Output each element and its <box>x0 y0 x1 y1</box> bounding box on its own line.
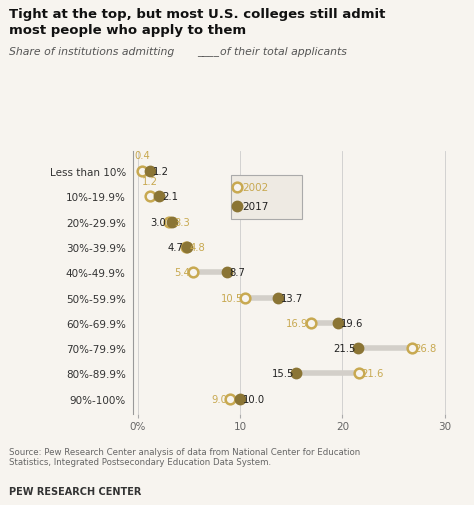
Text: PEW RESEARCH CENTER: PEW RESEARCH CENTER <box>9 486 142 496</box>
Text: 4.8: 4.8 <box>190 242 205 252</box>
FancyBboxPatch shape <box>231 175 302 220</box>
Text: 3.0: 3.0 <box>150 217 166 227</box>
Text: 10.0: 10.0 <box>243 394 265 404</box>
Text: 9.0: 9.0 <box>211 394 228 404</box>
Text: 8.7: 8.7 <box>229 268 245 278</box>
Text: of their total applicants: of their total applicants <box>220 46 347 57</box>
Text: 10.5: 10.5 <box>220 293 243 303</box>
Text: 2.1: 2.1 <box>162 192 178 202</box>
Text: 16.9: 16.9 <box>286 318 308 328</box>
Text: Tight at the top, but most U.S. colleges still admit: Tight at the top, but most U.S. colleges… <box>9 8 386 21</box>
Text: ____: ____ <box>197 46 219 57</box>
Text: 1.2: 1.2 <box>153 167 169 177</box>
Text: 5.4: 5.4 <box>174 268 191 278</box>
Text: 21.6: 21.6 <box>361 369 384 379</box>
Text: 2017: 2017 <box>242 202 269 212</box>
Text: 2002: 2002 <box>242 183 268 193</box>
Text: 19.6: 19.6 <box>341 318 364 328</box>
Text: 13.7: 13.7 <box>281 293 303 303</box>
Text: 3.3: 3.3 <box>174 217 190 227</box>
Text: 4.7: 4.7 <box>167 242 183 252</box>
Text: Source: Pew Research Center analysis of data from National Center for Education
: Source: Pew Research Center analysis of … <box>9 447 361 466</box>
Text: 21.5: 21.5 <box>333 343 356 354</box>
Text: 15.5: 15.5 <box>272 369 294 379</box>
Text: 26.8: 26.8 <box>415 343 437 354</box>
Text: Share of institutions admitting: Share of institutions admitting <box>9 46 175 57</box>
Text: most people who apply to them: most people who apply to them <box>9 24 246 37</box>
Text: 1.2: 1.2 <box>142 176 158 186</box>
Text: 0.4: 0.4 <box>134 151 150 161</box>
